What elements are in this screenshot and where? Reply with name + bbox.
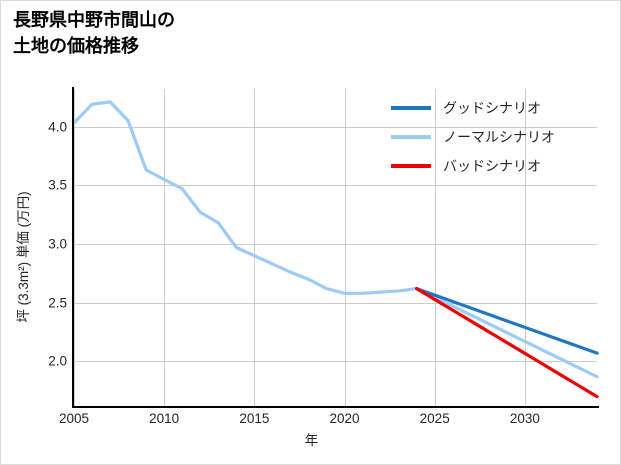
x-axis-label: 年 <box>304 433 319 448</box>
legend: グッドシナリオ ノーマルシナリオ バッドシナリオ <box>391 93 601 180</box>
legend-color-swatch <box>391 105 431 110</box>
legend-item[interactable]: ノーマルシナリオ <box>391 122 601 151</box>
x-tick-label: 2020 <box>329 411 360 426</box>
gridline-vertical <box>434 89 436 406</box>
series-line <box>415 286 599 399</box>
y-axis-label: 坪 (3.3m²) 単価 (万円) <box>16 191 31 323</box>
gridline-horizontal <box>74 126 597 128</box>
x-tick-label: 2030 <box>509 411 540 426</box>
x-axis-spine <box>72 406 599 408</box>
page-title: 長野県中野市間山の 土地の価格推移 <box>13 10 175 56</box>
x-tick-label: 2005 <box>58 411 90 426</box>
gridline-horizontal <box>74 361 597 363</box>
gridline-vertical <box>164 89 166 406</box>
y-axis-spine <box>72 87 74 408</box>
gridline-vertical <box>74 89 75 406</box>
legend-item[interactable]: バッドシナリオ <box>391 151 601 180</box>
legend-item[interactable]: グッドシナリオ <box>391 93 601 122</box>
gridline-horizontal <box>74 302 597 304</box>
x-tick-label: 2025 <box>419 411 450 426</box>
legend-color-swatch <box>391 134 431 139</box>
x-tick-label: 2015 <box>239 411 270 426</box>
legend-label: ノーマルシナリオ <box>443 128 555 145</box>
series-line <box>72 100 419 295</box>
series-line <box>415 286 599 379</box>
series-layer <box>72 100 599 399</box>
y-tick-label: 3.0 <box>48 236 67 252</box>
y-tick-label: 2.0 <box>48 353 67 369</box>
legend-label: バッドシナリオ <box>443 157 541 174</box>
y-tick-labels: 2.0 2.5 3.0 3.5 4.0 <box>25 1 67 464</box>
legend-color-swatch <box>391 163 431 168</box>
gridline-vertical <box>344 89 346 406</box>
plot-area <box>72 89 599 406</box>
y-tick-label: 3.5 <box>48 177 67 193</box>
y-tick-label: 2.5 <box>48 295 67 311</box>
gridline-horizontal <box>74 243 597 245</box>
series-line <box>415 286 599 355</box>
gridline-vertical <box>254 89 256 406</box>
x-tick-label: 2010 <box>149 411 180 426</box>
y-tick-label: 4.0 <box>48 119 67 135</box>
legend-label: グッドシナリオ <box>443 99 541 116</box>
gridline-horizontal <box>74 185 597 187</box>
gridline-vertical <box>524 89 526 406</box>
